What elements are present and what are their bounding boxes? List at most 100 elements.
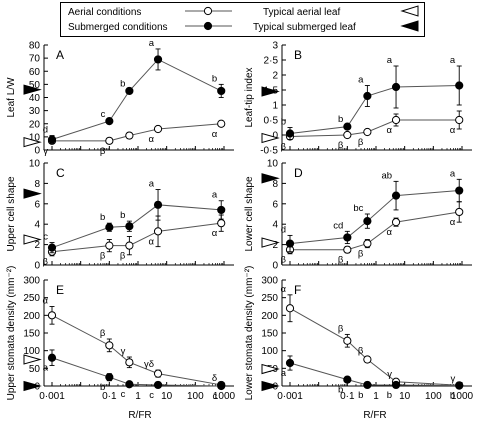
x-tick-label-e: 10 <box>161 391 173 402</box>
aerial-letter-d: β <box>281 255 287 266</box>
submerged-line-d <box>289 190 460 245</box>
aerial-letter-f: β <box>358 346 364 357</box>
submerged-point-c <box>153 200 163 209</box>
aerial-line-e <box>51 314 222 386</box>
y-tick-label-e: 100 <box>23 346 40 357</box>
y-tick-label-f: 250 <box>261 293 278 304</box>
submerged-point-e <box>105 373 114 382</box>
aerial-letter-b: β <box>358 137 364 148</box>
y-tick-label-a: 80 <box>29 41 41 52</box>
submerged-point-e <box>217 381 226 391</box>
aerial-letter-a: α <box>149 134 155 145</box>
typical-submerged-arrow-c <box>23 188 42 199</box>
y-tick-label-c: 0 <box>34 261 40 272</box>
aerial-letter-d: β <box>338 255 344 266</box>
aerial-line-a <box>52 123 222 142</box>
y-tick-label-a: 60 <box>29 67 41 78</box>
typical-aerial-arrow-f <box>261 363 280 375</box>
submerged-letter-d: ab <box>381 170 392 181</box>
submerged-letter-f: b <box>450 391 455 402</box>
y-tick-label-a: 30 <box>29 106 41 117</box>
aerial-letter-e: β <box>100 328 106 339</box>
submerged-line-e <box>51 357 222 387</box>
submerged-point-d <box>285 239 295 248</box>
aerial-letter-f: γ <box>387 369 392 380</box>
y-tick-label-c: 2 <box>34 240 40 251</box>
x-tick-label-f: 1 <box>373 391 379 402</box>
panel-f: 0501001502002503000·0010·11101001000Lowe… <box>244 266 474 402</box>
submerged-letter-e: c <box>121 389 126 400</box>
aerial-point-e <box>47 311 57 320</box>
panel-c: 0 2 4 6 8 10 Upper cell shape Cβ β β α α c b b a a <box>6 159 234 272</box>
typical-submerged-arrow-a <box>23 84 42 95</box>
submerged-letter-b: b <box>338 114 343 125</box>
submerged-letter-c: a <box>149 179 155 190</box>
aerial-letter-e: γ <box>121 346 126 357</box>
submerged-point-c <box>217 205 226 215</box>
panel-e: 0501001502002503000·0010·11101001000Uppe… <box>6 266 236 402</box>
submerged-letter-e: c <box>149 390 154 401</box>
aerial-point-d <box>363 239 372 248</box>
submerged-line-f <box>289 362 460 387</box>
aerial-point-d <box>391 218 401 227</box>
y-tick-label-a: 50 <box>29 80 41 91</box>
aerial-letter-d: α <box>387 227 393 238</box>
x-tick-label-e: 0·001 <box>39 391 65 402</box>
x-axis-label-right: R/FR <box>363 410 386 421</box>
aerial-letter-c: α <box>149 236 155 247</box>
aerial-point-d <box>455 207 464 217</box>
panel-label-f: F <box>294 283 301 297</box>
submerged-point-f <box>343 375 352 384</box>
y-tick-label-c: 10 <box>29 159 41 170</box>
legend-typical-submerged-arrow <box>400 20 419 32</box>
y-tick-label-e: 200 <box>23 311 40 322</box>
y-tick-label-c: 6 <box>34 199 40 210</box>
y-tick-label-e: 50 <box>29 364 41 375</box>
y-tick-label-a: 20 <box>29 119 41 130</box>
x-tick-label-f: 100 <box>425 391 442 402</box>
submerged-letter-a: d <box>43 125 48 136</box>
aerial-point-c <box>125 241 134 250</box>
legend-box <box>60 2 425 37</box>
submerged-letter-c: b <box>120 210 125 221</box>
aerial-point-e <box>125 358 134 367</box>
y-tick-label-d: 0 <box>272 261 278 272</box>
y-tick-label-e: 150 <box>23 329 40 340</box>
submerged-point-d <box>363 217 372 226</box>
typical-submerged-arrow-e <box>23 380 42 392</box>
typical-aerial-arrow-a <box>23 136 42 148</box>
submerged-point-a <box>153 55 163 64</box>
y-axis-label-b: Leaf-tip index <box>244 67 255 127</box>
submerged-point-b <box>285 129 295 138</box>
aerial-letter-c: α <box>212 228 218 239</box>
typical-aerial-arrow-d <box>261 237 280 248</box>
panel-label-d: D <box>294 166 303 180</box>
submerged-letter-a: b <box>120 79 125 90</box>
x-tick-label-e: 1000 <box>213 391 236 402</box>
submerged-letter-e: c <box>212 391 217 402</box>
aerial-point-e <box>153 369 163 378</box>
y-tick-label-f: 300 <box>261 276 278 287</box>
submerged-point-d <box>343 233 352 242</box>
aerial-letter-c: β <box>120 251 126 262</box>
aerial-letter-f: β <box>338 323 344 334</box>
submerged-letter-b: a <box>387 55 393 66</box>
aerial-point-a <box>125 131 134 140</box>
submerged-point-f <box>285 358 295 368</box>
aerial-point-d <box>343 245 352 254</box>
y-tick-label-b: 0·5 <box>264 116 279 127</box>
submerged-letter-f: b <box>387 390 392 401</box>
legend-submerged-label: Submerged conditions <box>68 22 168 33</box>
y-tick-label-d: 8 <box>272 179 278 190</box>
panel-label-e: E <box>56 283 64 297</box>
legend-aerial-marker <box>203 6 213 16</box>
aerial-letter-c: β <box>43 257 49 268</box>
submerged-letter-e: a <box>43 363 49 374</box>
submerged-point-b <box>343 122 352 131</box>
aerial-letter-f: α <box>281 284 287 295</box>
submerged-letter-d: bc <box>353 203 363 214</box>
aerial-letter-b: β <box>338 140 344 151</box>
